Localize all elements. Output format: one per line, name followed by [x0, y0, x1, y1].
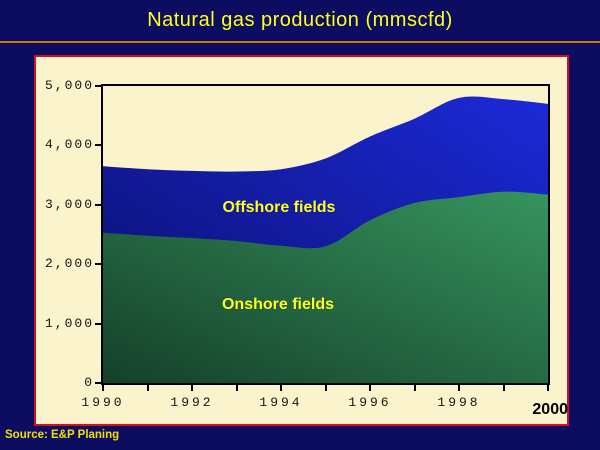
x-axis-tick-label: 1998 — [437, 395, 481, 410]
x-axis-tick-mark — [369, 385, 371, 391]
source-credit: Source: E&P Planing — [5, 429, 120, 441]
title-divider-line — [0, 41, 600, 43]
x-axis-tick-mark — [280, 385, 282, 391]
onshore-area-label: Onshore fields — [221, 296, 335, 313]
x-axis-tick-mark — [191, 385, 193, 391]
x-axis-tick-label: 1996 — [348, 395, 392, 410]
chart-panel: 0 1,000 2,000 3,000 4,000 5,000 1990 1992 1994 19… — [34, 55, 569, 426]
x-axis-tick-mark — [235, 385, 238, 391]
y-axis-tick-label: 0 — [84, 375, 94, 390]
x-axis-tick-mark — [102, 385, 104, 391]
x-axis-tick-mark — [458, 385, 460, 391]
y-axis-tick-mark — [95, 144, 103, 147]
y-axis-tick-mark — [95, 203, 103, 206]
x-axis-tick-label: 1994 — [259, 395, 303, 410]
x-axis-tick-mark — [547, 385, 549, 391]
x-axis-end-label: 2000 — [532, 401, 568, 418]
y-axis-tick-label: 1,000 — [44, 315, 94, 331]
x-axis-tick-mark — [413, 385, 416, 391]
y-axis-tick-label: 4,000 — [44, 137, 94, 153]
y-axis-tick-label: 2,000 — [44, 256, 94, 272]
stacked-area-chart — [103, 96, 548, 383]
chart-plot-area — [101, 84, 550, 385]
page-title: Natural gas production (mmscfd) — [147, 9, 453, 31]
x-axis-tick-mark — [324, 385, 327, 391]
x-axis-tick-mark — [146, 385, 149, 391]
x-axis-tick-label: 1992 — [170, 395, 214, 410]
y-axis-tick-mark — [95, 322, 103, 325]
y-axis-tick-mark — [95, 85, 103, 87]
offshore-area-label: Offshore fields — [222, 199, 336, 216]
y-axis-tick-label: 3,000 — [44, 196, 94, 212]
y-axis-tick-mark — [95, 263, 103, 266]
y-axis-tick-label: 5,000 — [44, 78, 94, 93]
y-axis-tick-mark — [95, 382, 103, 384]
x-axis-tick-label: 1990 — [81, 395, 125, 410]
area-onshore-fields — [103, 191, 548, 383]
x-axis-tick-mark — [502, 385, 505, 391]
